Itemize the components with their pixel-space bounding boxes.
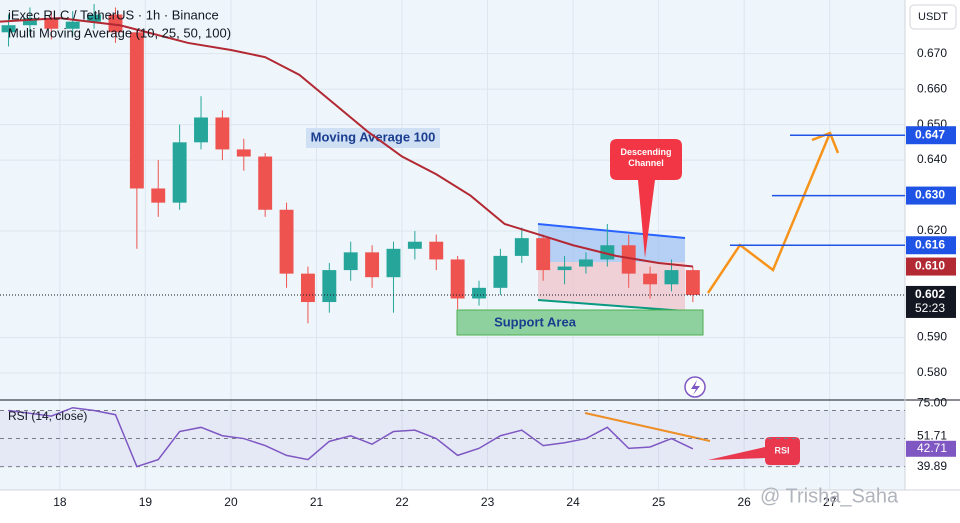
indicator-title: Multi Moving Average (10, 25, 50, 100) — [8, 25, 231, 40]
candle-body — [578, 259, 593, 267]
candle-body — [215, 117, 230, 150]
candle-body — [236, 149, 251, 157]
price-label: 0.647 — [915, 127, 945, 141]
candle-body — [493, 255, 508, 288]
candle-body — [407, 241, 422, 249]
lightning-glyph — [691, 380, 700, 395]
y-tick-label: 0.590 — [917, 330, 947, 344]
price-label-box — [906, 285, 956, 318]
candle-body — [300, 273, 315, 303]
candle-body — [621, 245, 636, 274]
price-label-box — [906, 236, 956, 255]
y-tick-label: 0.580 — [917, 365, 947, 379]
y-tick-label: 51.71 — [917, 428, 947, 442]
x-tick-label: 21 — [310, 495, 324, 509]
candle-body — [44, 18, 59, 29]
candle-body — [514, 238, 529, 256]
y-tick-label: 0.670 — [917, 46, 947, 60]
candle-body — [450, 259, 465, 299]
rsi-value-box — [906, 458, 956, 475]
x-tick-label: 19 — [139, 495, 153, 509]
ma-label-box — [306, 128, 440, 148]
chart-title: iExec RLC / TetherUS · 1h · Binance — [8, 7, 219, 22]
currency: USDT — [918, 11, 948, 23]
x-tick-label: 24 — [566, 495, 580, 509]
projection — [706, 132, 832, 294]
channel-bottom — [537, 299, 686, 312]
x-tick-label: 23 — [481, 495, 495, 509]
candle-body — [22, 18, 37, 26]
x-tick-label: 27 — [823, 495, 837, 509]
rsi-callout-label: RSI — [774, 445, 789, 455]
price-label-box — [906, 257, 956, 276]
rsi-line — [8, 406, 694, 468]
y-tick-label: 0.640 — [917, 152, 947, 166]
countdown: 52:23 — [915, 301, 945, 315]
candle-body — [172, 142, 187, 203]
y-tick-label: 0.660 — [917, 81, 947, 95]
x-tick-label: 22 — [395, 495, 409, 509]
watermark: @ Trisha_Saha — [760, 485, 899, 507]
moving-average — [0, 17, 693, 268]
price-label-box — [906, 126, 956, 145]
candle-body — [365, 252, 380, 278]
candle-body — [472, 287, 486, 299]
candle-body — [536, 238, 551, 271]
support-box — [456, 309, 704, 336]
rsi-callout — [708, 437, 800, 465]
candle-body — [108, 14, 123, 33]
x-tick-label: 26 — [738, 495, 752, 509]
candle-body — [643, 273, 658, 285]
y-tick-label: 42.71 — [917, 441, 947, 455]
rsi-value-box — [906, 440, 956, 457]
candle-body — [151, 188, 166, 203]
candle-body — [429, 241, 444, 260]
rsi-title: RSI (14, close) — [8, 409, 87, 423]
candle-body — [279, 209, 294, 274]
callout-text-box: Descending Channel — [620, 147, 672, 168]
candle-body — [386, 248, 401, 278]
y-tick-label: 0.620 — [917, 223, 947, 237]
candle-body — [194, 117, 208, 143]
candle-body — [258, 156, 273, 210]
support-label: Support Area — [494, 314, 577, 329]
y-tick-label: 39.89 — [917, 459, 947, 473]
ma-label: Moving Average 100 — [311, 129, 436, 144]
price-label-box — [906, 186, 956, 205]
x-tick-label: 25 — [652, 495, 666, 509]
marks: 0.5800.5900.6200.6400.6500.6600.6700.647… — [0, 3, 956, 509]
candle-body — [343, 252, 358, 271]
channel-callout — [610, 139, 682, 258]
candle-body — [87, 14, 102, 22]
channel-top — [537, 223, 686, 239]
candle-body — [557, 266, 572, 271]
currency-box[interactable] — [909, 4, 957, 30]
candle-body — [65, 21, 80, 29]
projection-arrow — [811, 131, 840, 154]
candle-body — [1, 25, 16, 33]
candle-body — [322, 270, 337, 303]
price-label: 0.630 — [915, 188, 945, 202]
x-tick-label: 18 — [53, 495, 67, 509]
price-label: 0.616 — [915, 237, 945, 251]
candle-body — [129, 32, 144, 189]
channel-callout-label: Descending Channel — [620, 147, 672, 168]
x-tick-label: 20 — [224, 495, 238, 509]
price-label: 0.610 — [915, 259, 945, 273]
price-label: 0.602 — [915, 287, 945, 301]
candle-body — [600, 245, 615, 260]
rsi-value-box — [906, 428, 956, 445]
channel-upper — [538, 224, 685, 262]
candle-body — [685, 270, 700, 295]
rsi-trendline — [584, 412, 711, 442]
y-tick-label: 75.00 — [917, 396, 947, 410]
candle-body — [664, 270, 679, 285]
